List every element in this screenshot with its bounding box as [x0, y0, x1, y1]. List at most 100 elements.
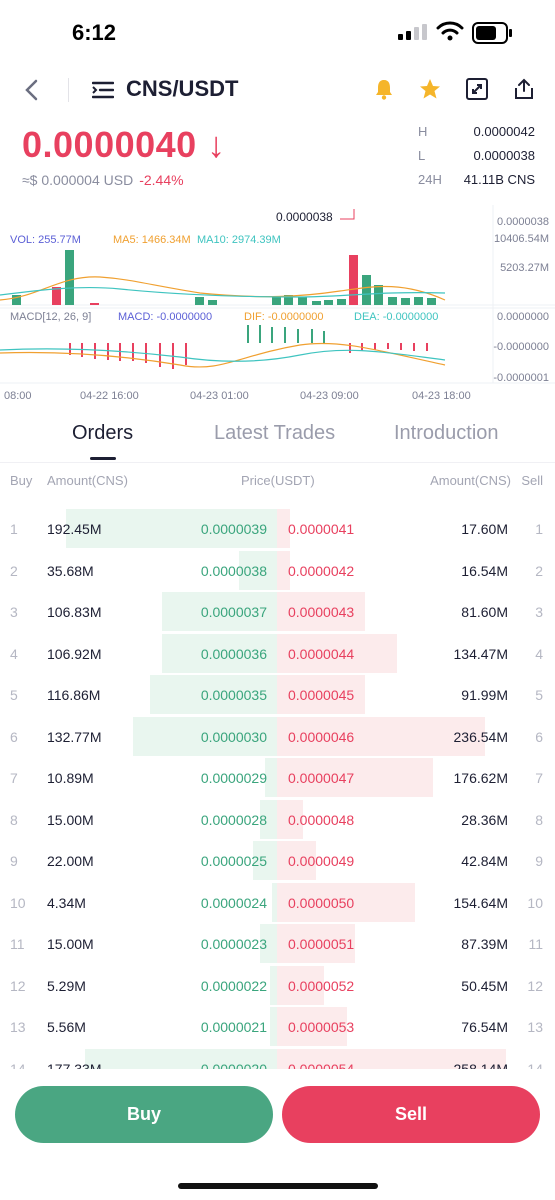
stat-label-low: L: [418, 148, 426, 163]
sell-amount: 236.54M: [453, 728, 508, 745]
back-icon[interactable]: [22, 78, 42, 102]
row-index-buy: 10: [10, 894, 26, 911]
volume-bar: [374, 285, 383, 305]
orderbook-row[interactable]: 8 15.00M 0.0000028 0.0000048 28.36M 8: [0, 799, 555, 841]
row-index-buy: 1: [10, 521, 18, 537]
buy-depth-bar: [265, 758, 277, 797]
x-label-1: 08:00: [4, 390, 32, 402]
header-buy: Buy: [10, 473, 33, 488]
sell-depth-bar: [277, 1048, 506, 1069]
sell-depth-bar: [277, 924, 355, 963]
orderbook-row[interactable]: 12 5.29M 0.0000022 0.0000052 50.45M 12: [0, 965, 555, 1007]
volume-bar: [349, 255, 358, 305]
macd-axis-mid: -0.0000000: [493, 341, 549, 353]
buy-amount: 5.29M: [47, 977, 86, 994]
tab-orders[interactable]: Orders: [72, 422, 134, 444]
orderbook-row[interactable]: 1 192.45M 0.0000039 0.0000041 17.60M 1: [0, 509, 555, 550]
orderbook-row[interactable]: 9 22.00M 0.0000025 0.0000049 42.84M 9: [0, 841, 555, 882]
orderbook-row[interactable]: 7 10.89M 0.0000029 0.0000047 176.62M 7: [0, 758, 555, 799]
top-nav: CNS/USDT: [0, 66, 555, 114]
orderbook-row[interactable]: 10 4.34M 0.0000024 0.0000050 154.64M 10: [0, 882, 555, 924]
volume-bar: [414, 297, 423, 305]
x-label-5: 04-23 18:00: [412, 390, 471, 402]
buy-amount: 116.86M: [47, 687, 101, 703]
sell-amount: 154.64M: [453, 894, 508, 911]
sell-amount: 81.60M: [461, 604, 508, 620]
header-amount-left: Amount(CNS): [47, 473, 128, 488]
sell-price: 0.0000043: [288, 604, 355, 620]
volume-bar: [208, 300, 217, 305]
buy-amount: 10.89M: [47, 770, 94, 786]
wifi-icon: [436, 21, 464, 41]
ma5-line: [0, 276, 446, 301]
sell-button[interactable]: Sell: [282, 1086, 540, 1143]
buy-amount: 5.56M: [47, 1019, 86, 1035]
kline-chart[interactable]: 0.0000038 VOL: 255.77M MA5: 1466.34M MA1…: [0, 205, 555, 405]
row-index-sell: 12: [527, 977, 543, 994]
buy-price: 0.0000030: [200, 728, 267, 745]
orderbook-row[interactable]: 4 106.92M 0.0000036 0.0000044 134.47M 4: [0, 633, 555, 675]
sell-depth-bar: [277, 550, 290, 590]
buy-amount: 192.45M: [47, 521, 102, 537]
share-icon[interactable]: [512, 77, 536, 101]
stat-value-low: 0.0000038: [473, 148, 535, 163]
sell-price: 0.0000042: [288, 562, 355, 579]
pair-title[interactable]: CNS/USDT: [126, 76, 239, 101]
orderbook-row[interactable]: 2 35.68M 0.0000038 0.0000042 16.54M 2: [0, 550, 555, 592]
buy-price: 0.0000021: [200, 1019, 267, 1035]
orderbook-row[interactable]: 3 106.83M 0.0000037 0.0000043 81.60M 3: [0, 592, 555, 633]
bell-icon[interactable]: [372, 77, 396, 101]
row-index-sell: 1: [535, 521, 543, 537]
volume-bar: [427, 298, 436, 305]
buy-price: 0.0000037: [200, 604, 267, 620]
orderbook-row[interactable]: 14 177.33M 0.0000020 0.0000054 258.14M 14: [0, 1048, 555, 1070]
star-icon[interactable]: [418, 77, 442, 101]
x-label-3: 04-23 01:00: [190, 390, 249, 402]
volume-bar: [312, 301, 321, 305]
volume-bar: [324, 300, 333, 305]
row-index-buy: 14: [10, 1060, 26, 1070]
row-index-buy: 7: [10, 770, 18, 786]
orderbook-row[interactable]: 11 15.00M 0.0000023 0.0000051 87.39M 11: [0, 924, 555, 965]
active-tab-indicator: [90, 457, 116, 460]
sell-price: 0.0000046: [288, 728, 355, 745]
expand-icon[interactable]: [465, 77, 489, 101]
row-index-sell: 14: [527, 1060, 543, 1070]
row-index-buy: 13: [10, 1019, 26, 1035]
buy-button[interactable]: Buy: [15, 1086, 273, 1143]
macd-axis-top: 0.0000000: [497, 311, 549, 323]
buy-depth-bar: [238, 550, 277, 590]
sell-amount: 176.62M: [453, 770, 508, 786]
orderbook-header: Buy Amount(CNS) Price(USDT) Amount(CNS) …: [0, 473, 555, 489]
axis-label-top: 0.0000038: [497, 216, 549, 228]
sell-amount: 42.84M: [461, 853, 508, 869]
orderbook-row[interactable]: 5 116.86M 0.0000035 0.0000045 91.99M 5: [0, 675, 555, 716]
row-index-sell: 8: [535, 811, 543, 828]
buy-price: 0.0000025: [200, 853, 267, 869]
volume-bar: [90, 303, 99, 305]
sell-depth-bar: [277, 965, 324, 1005]
down-arrow-icon: ↓: [207, 124, 226, 165]
stat-value-24h: 41.11B CNS: [463, 172, 535, 187]
sell-price: 0.0000047: [288, 770, 355, 786]
row-index-buy: 4: [10, 645, 18, 662]
sell-depth-bar: [277, 633, 397, 673]
menu-icon[interactable]: [92, 80, 114, 100]
row-index-sell: 3: [535, 604, 543, 620]
sell-depth-bar: [277, 716, 485, 756]
ma5-label: MA5: 1466.34M: [113, 234, 191, 246]
row-index-sell: 10: [527, 894, 543, 911]
row-index-sell: 9: [535, 853, 543, 869]
tab-latest-trades[interactable]: Latest Trades: [214, 422, 336, 444]
orderbook-row[interactable]: 6 132.77M 0.0000030 0.0000046 236.54M 6: [0, 716, 555, 758]
buy-price: 0.0000038: [200, 562, 267, 579]
sell-price: 0.0000052: [288, 977, 355, 994]
row-index-buy: 8: [10, 811, 18, 828]
volume-bar: [272, 296, 281, 305]
sell-amount: 17.60M: [461, 521, 508, 537]
sell-price: 0.0000048: [288, 811, 355, 828]
signal-icon: [398, 24, 427, 40]
sell-depth-bar: [277, 675, 366, 714]
orderbook-row[interactable]: 13 5.56M 0.0000021 0.0000053 76.54M 13: [0, 1007, 555, 1048]
tab-introduction[interactable]: Introduction: [394, 422, 499, 444]
